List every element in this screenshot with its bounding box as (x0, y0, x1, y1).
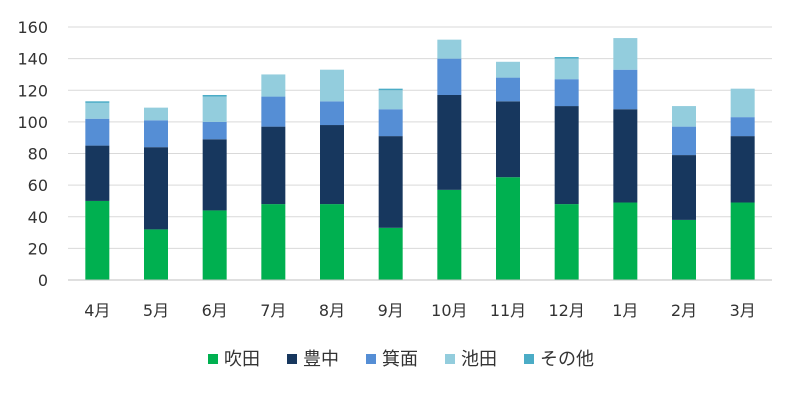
x-tick-label: 11月 (490, 301, 526, 320)
y-tick-label: 0 (38, 271, 48, 290)
bar-segment (613, 69, 638, 110)
x-tick-label: 5月 (143, 301, 169, 320)
y-tick-label: 40 (28, 208, 48, 227)
bar-segment (261, 204, 286, 280)
bar-segment (85, 101, 110, 103)
x-tick-label: 4月 (84, 301, 110, 320)
y-tick-label: 160 (17, 18, 48, 37)
axes: 0 20 40 60 80 100 120 140 160 4月 5月 6月 7月 8月 9月 10月 11月 1… (17, 18, 772, 320)
bar-segment (378, 90, 403, 110)
x-tick-label: 9月 (378, 301, 404, 320)
bar-segment (496, 61, 520, 78)
bar-segment (672, 219, 696, 280)
bar-segment (730, 136, 755, 203)
bar-segment (496, 101, 520, 178)
y-tick-label: 20 (28, 239, 48, 258)
y-tick-label: 100 (17, 113, 48, 132)
bar-segment (730, 117, 755, 137)
legend-label: 豊中 (303, 349, 339, 370)
x-tick-label: 12月 (548, 301, 584, 320)
bar-segment (554, 58, 579, 80)
bar-segment (437, 39, 462, 59)
bar-segment (144, 107, 168, 121)
bar-segment (85, 200, 110, 280)
bar-segment (730, 202, 755, 280)
y-tick-label: 80 (28, 145, 48, 164)
bar-segment (730, 88, 755, 118)
x-tick-label: 10月 (431, 301, 467, 320)
bar-segment (320, 204, 344, 280)
bar-segment (85, 145, 110, 201)
legend-label: 箕面 (382, 349, 418, 370)
bar-segment (672, 106, 696, 127)
bar-segment (202, 121, 227, 140)
bar-segment (144, 229, 168, 280)
bar-segment (261, 96, 286, 127)
bar-segment (554, 106, 579, 205)
legend-label: 池田 (461, 349, 497, 370)
y-tick-label: 60 (28, 176, 48, 195)
bar-segment (613, 202, 638, 280)
legend-swatch (287, 354, 297, 364)
bars (85, 38, 755, 280)
bar-segment (202, 210, 227, 280)
bar-segment (85, 102, 110, 119)
bar-segment (202, 96, 227, 122)
bar-segment (613, 38, 638, 70)
legend-swatch (524, 354, 534, 364)
bar-segment (320, 101, 344, 126)
legend-swatch (208, 354, 218, 364)
bar-segment (261, 74, 286, 97)
x-tick-label: 8月 (319, 301, 345, 320)
bar-segment (554, 79, 579, 107)
bar-segment (202, 94, 227, 97)
x-tick-label: 7月 (260, 301, 286, 320)
bar-segment (144, 120, 168, 148)
x-tick-label: 3月 (730, 301, 756, 320)
legend-swatch (366, 354, 376, 364)
x-tick-label: 6月 (202, 301, 228, 320)
bar-segment (496, 77, 520, 102)
legend-item: 池田 (445, 349, 497, 370)
bar-segment (437, 94, 462, 190)
y-tick-label: 140 (17, 50, 48, 69)
legend-item: その他 (524, 349, 594, 370)
bar-segment (554, 57, 579, 59)
bar-segment (320, 69, 344, 102)
bar-segment (378, 88, 403, 91)
bar-segment (261, 126, 286, 205)
legend-item: 箕面 (366, 349, 418, 370)
legend: 吹田 豊中 箕面 池田 その他 (208, 349, 594, 370)
bar-segment (202, 139, 227, 211)
bar-segment (437, 189, 462, 280)
legend-item: 吹田 (208, 349, 260, 370)
x-tick-label: 1月 (612, 301, 638, 320)
bar-segment (672, 126, 696, 156)
bar-segment (320, 125, 344, 205)
bar-segment (378, 109, 403, 137)
legend-item: 豊中 (287, 349, 339, 370)
legend-label: その他 (540, 349, 594, 370)
bar-segment (672, 155, 696, 220)
bar-segment (85, 118, 110, 146)
y-tick-label: 120 (17, 81, 48, 100)
bar-segment (496, 177, 520, 280)
bar-segment (437, 58, 462, 95)
legend-label: 吹田 (224, 349, 260, 370)
x-tick-label: 2月 (671, 301, 697, 320)
bar-segment (613, 109, 638, 203)
gridlines (68, 26, 772, 281)
legend-swatch (445, 354, 455, 364)
bar-segment (144, 147, 168, 230)
bar-segment (378, 136, 403, 228)
bar-segment (378, 227, 403, 280)
bar-segment (554, 204, 579, 280)
